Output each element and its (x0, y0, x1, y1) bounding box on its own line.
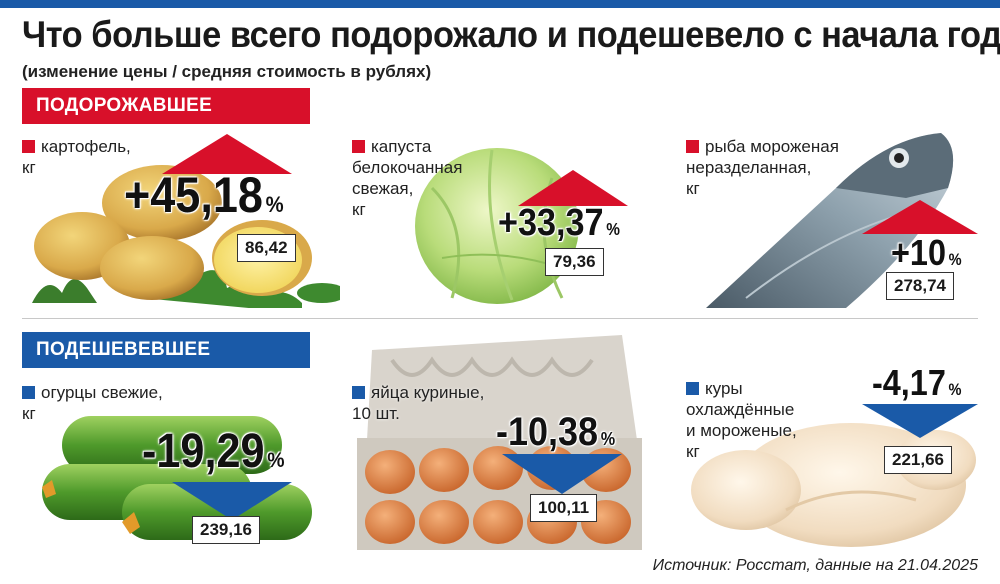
card-eggs: яйца куриные, 10 шт. -10,38% 100,11 (352, 330, 652, 552)
page-subtitle: (изменение цены / средняя стоимость в ру… (22, 62, 432, 81)
down-arrow (502, 454, 622, 494)
section-label-down: ПОДЕШЕВЕВШЕЕ (22, 332, 310, 368)
down-arrow (172, 482, 292, 520)
change-cucumber: -19,29% (142, 425, 285, 478)
up-arrow (862, 200, 978, 234)
item-name-eggs: яйца куриные, 10 шт. (352, 383, 485, 423)
blue-square-icon (686, 382, 699, 395)
red-square-icon (22, 140, 35, 153)
red-square-icon (352, 140, 365, 153)
item-name-cabbage: капуста белокочанная свежая, кг (352, 137, 463, 219)
price-cabbage: 79,36 (545, 248, 604, 276)
item-name-cucumber: огурцы свежие, кг (22, 383, 163, 423)
card-cabbage: капуста белокочанная свежая, кг +33,37% … (352, 128, 670, 308)
section-label-up: ПОДОРОЖАВШЕЕ (22, 88, 310, 124)
price-potato: 86,42 (237, 234, 296, 262)
price-chicken: 221,66 (884, 446, 952, 474)
card-cucumber: огурцы свежие, кг -19,29% 239,16 (22, 372, 340, 552)
up-arrow (162, 134, 292, 174)
row-divider (22, 318, 978, 319)
card-chicken: куры охлаждённые и мороженые, кг -4,17% … (686, 360, 978, 552)
price-eggs: 100,11 (530, 494, 598, 522)
price-cucumber: 239,16 (192, 516, 260, 544)
blue-square-icon (22, 386, 35, 399)
change-cabbage: +33,37% (498, 202, 620, 244)
change-potato: +45,18% (124, 167, 284, 223)
change-fish: +10% (891, 232, 962, 273)
item-name-chicken: куры охлаждённые и мороженые, кг (686, 379, 797, 461)
down-arrow (862, 404, 978, 438)
item-name-fish: рыба мороженая неразделанная, кг (686, 137, 839, 198)
price-fish: 278,74 (886, 272, 954, 300)
item-name-potato: картофель, кг (22, 137, 131, 177)
change-eggs: -10,38% (496, 410, 616, 454)
top-stripe (0, 0, 1000, 8)
up-arrow (518, 170, 628, 206)
card-fish: рыба мороженая неразделанная, кг +10% 27… (686, 128, 978, 308)
blue-square-icon (352, 386, 365, 399)
page-title: Что больше всего подорожало и подешевело… (22, 14, 1000, 55)
card-potato: картофель, кг +45,18% 86,42 (22, 128, 340, 308)
change-chicken: -4,17% (872, 362, 962, 403)
red-square-icon (686, 140, 699, 153)
source-note: Источник: Росстат, данные на 21.04.2025 (652, 557, 978, 574)
